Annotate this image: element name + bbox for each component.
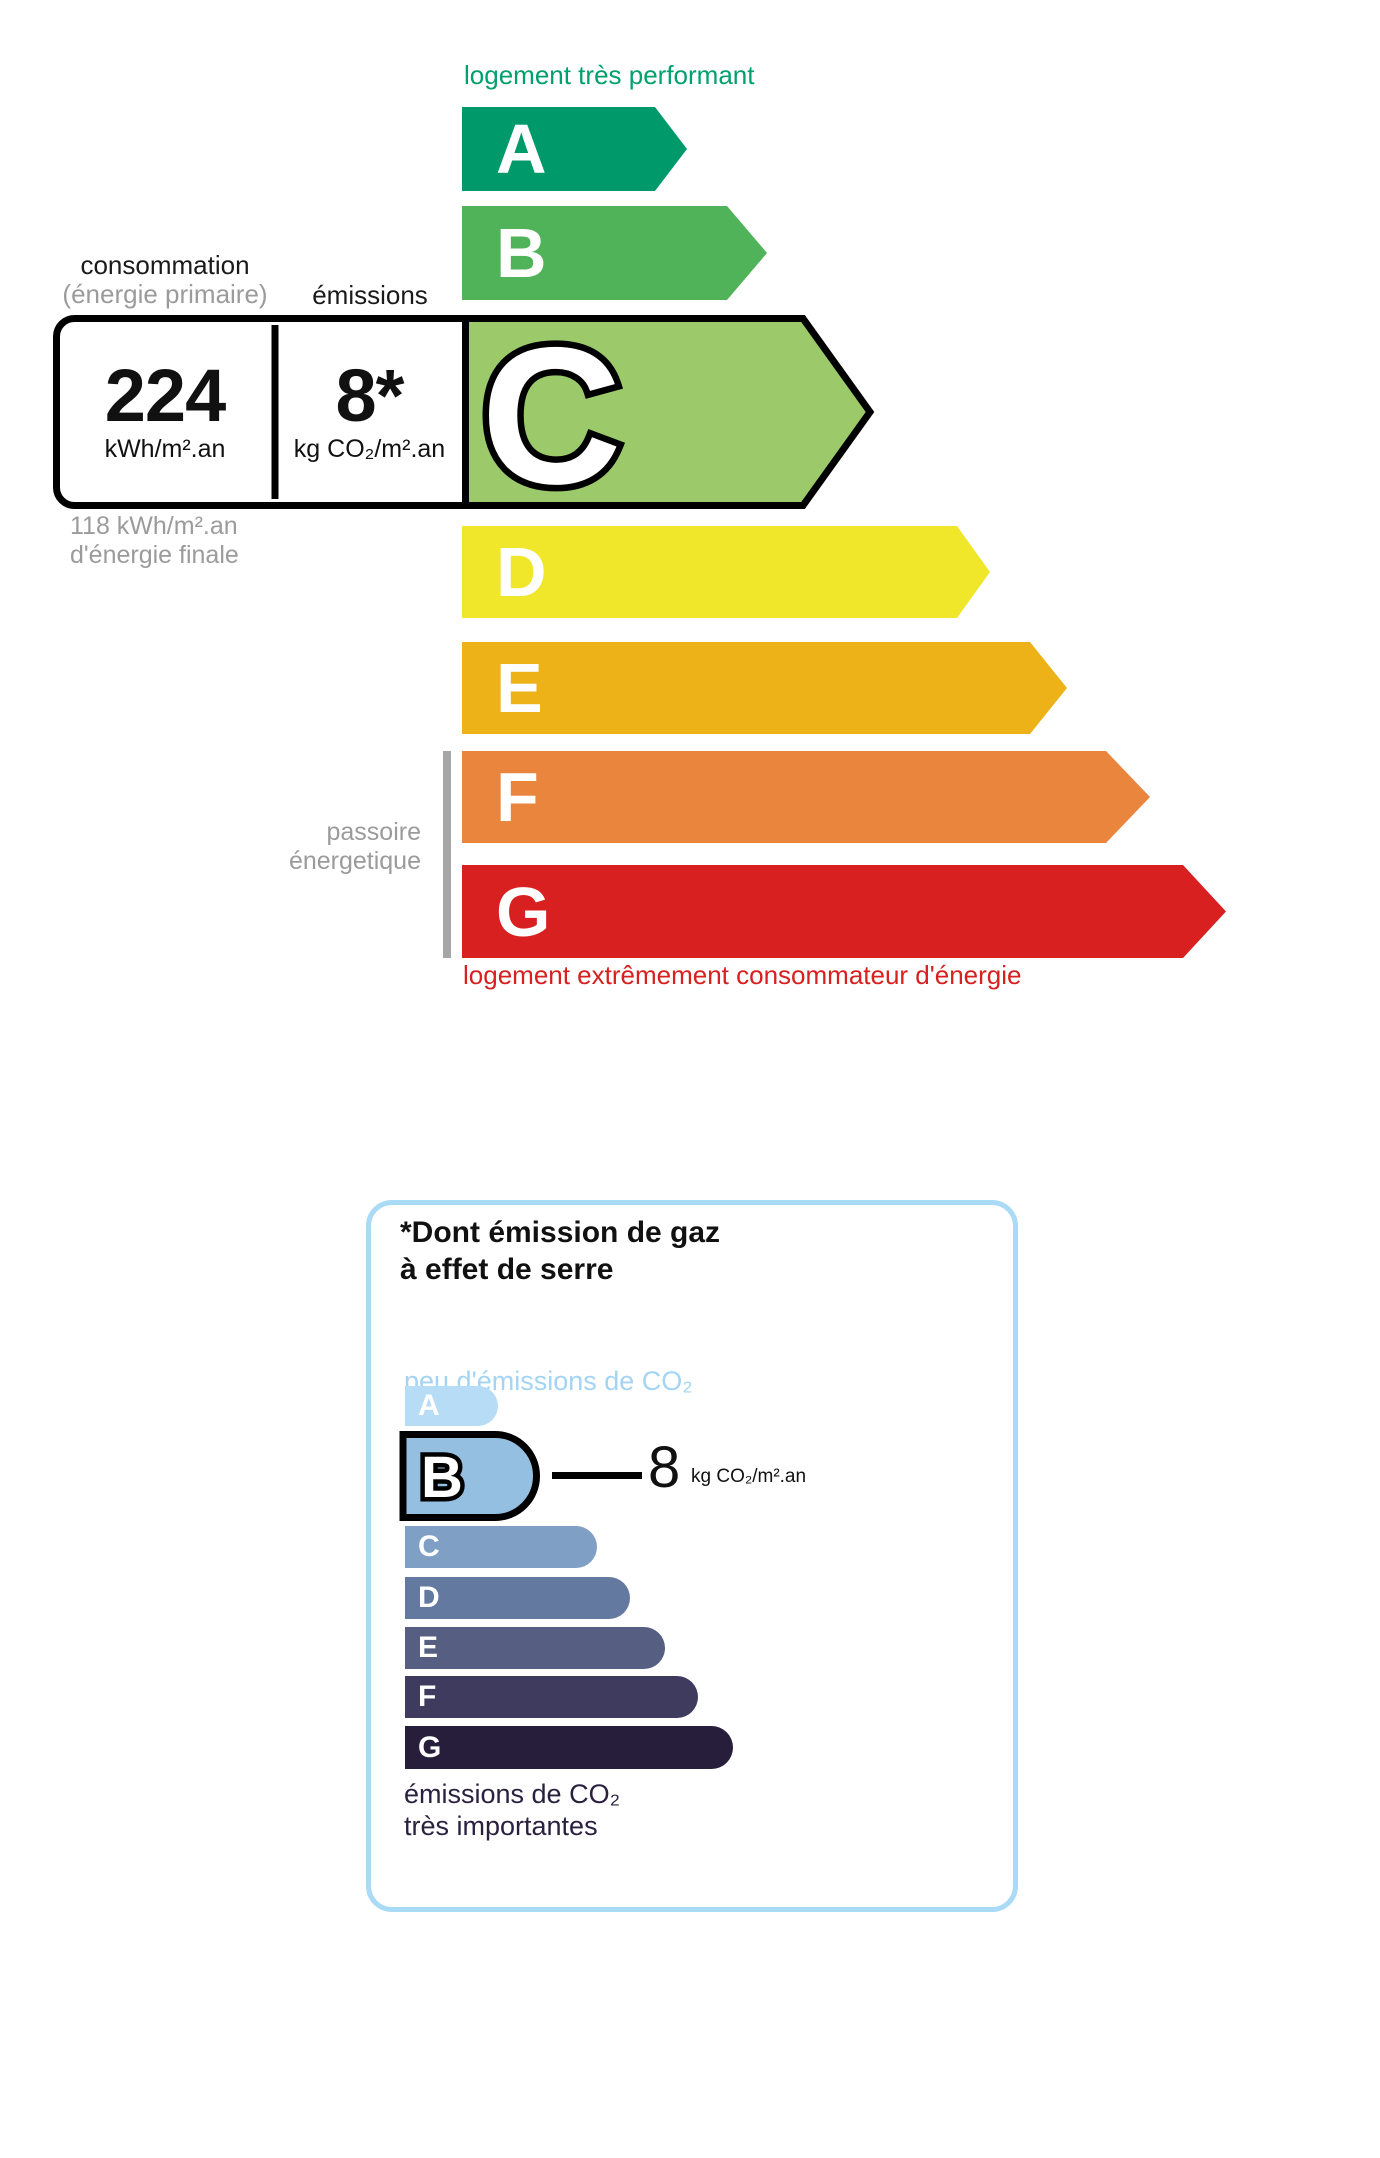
emissions-unit: kg CO₂/m².an <box>293 434 446 463</box>
energy-bar-b: B <box>462 206 767 300</box>
energy-class-letter: G <box>496 872 551 951</box>
final-energy-line2: d'énergie finale <box>70 541 239 569</box>
consumption-header: consommation (énergie primaire) <box>40 251 290 309</box>
primary-energy-value: 224 <box>104 353 226 437</box>
co2-high-emissions-label: émissions de CO₂ très importantes <box>404 1778 620 1842</box>
co2-class-letter: C <box>418 1530 440 1563</box>
energy-class-letter: E <box>496 649 543 727</box>
co2-class-letter: F <box>418 1680 437 1713</box>
primary-energy-cell: 224 kWh/m².an <box>60 330 270 492</box>
co2-class-letter: G <box>418 1730 442 1764</box>
co2-value-connector-line <box>552 1472 642 1479</box>
energy-bar-g: G <box>462 865 1226 958</box>
energy-sieve-line1: passoire <box>326 818 422 846</box>
co2-class-letter: A <box>418 1389 440 1422</box>
energy-bar-d: D <box>462 526 990 618</box>
emissions-cell: 8* kg CO₂/m².an <box>277 330 462 492</box>
current-class-arrow: C <box>53 315 875 509</box>
co2-title-line2: à effet de serre <box>400 1253 614 1286</box>
co2-bar-f: F <box>405 1676 698 1718</box>
consumption-header-line1: consommation <box>80 250 250 280</box>
energy-sieve-line2: énergetique <box>288 847 421 875</box>
value-box-outline <box>53 315 470 509</box>
co2-high-emissions-line1: émissions de CO₂ <box>404 1779 621 1809</box>
energy-bar-e: E <box>462 642 1067 734</box>
bottom-consumption-label: logement extrêmement consommateur d'éner… <box>463 960 1022 990</box>
co2-bar-g: G <box>405 1726 733 1769</box>
final-energy-note: 118 kWh/m².an d'énergie finale <box>70 512 239 570</box>
energy-class-letter: F <box>496 758 539 836</box>
current-class-letter: C <box>481 315 622 509</box>
energy-class-letter: D <box>496 533 547 611</box>
final-energy-line1: 118 kWh/m².an <box>70 512 238 540</box>
co2-class-letter: D <box>418 1581 440 1614</box>
co2-bar-e: E <box>405 1627 665 1669</box>
energy-class-letter: B <box>496 214 547 292</box>
energy-sieve-note: passoire énergetique <box>231 818 421 876</box>
co2-value: 8 <box>648 1435 681 1500</box>
co2-bar-a: A <box>405 1386 498 1426</box>
co2-class-letter: E <box>418 1631 439 1664</box>
class-c-arrow-shape <box>462 315 875 509</box>
co2-panel-title: *Dont émission de gaz à effet de serre <box>400 1214 720 1288</box>
emissions-header: émissions <box>312 280 428 310</box>
energy-bar-f: F <box>462 751 1150 843</box>
co2-class-b-shape <box>399 1431 540 1521</box>
energy-bar-a: A <box>462 107 687 191</box>
co2-title-line1: *Dont émission de gaz <box>400 1216 721 1249</box>
co2-bar-c: C <box>405 1526 597 1568</box>
co2-value-unit: kg CO₂/m².an <box>691 1466 807 1487</box>
emissions-value: 8* <box>335 353 405 437</box>
co2-current-class-bullet: B <box>399 1431 540 1521</box>
primary-energy-unit: kWh/m².an <box>104 434 226 463</box>
co2-current-class-letter: B <box>421 1445 463 1510</box>
energy-class-letter: A <box>496 110 547 188</box>
consumption-header-line2: (énergie primaire) <box>62 279 268 309</box>
top-performance-label: logement très performant <box>464 60 755 90</box>
co2-bar-d: D <box>405 1577 630 1619</box>
energy-sieve-rule <box>443 751 451 958</box>
co2-high-emissions-line2: très importantes <box>404 1811 598 1841</box>
